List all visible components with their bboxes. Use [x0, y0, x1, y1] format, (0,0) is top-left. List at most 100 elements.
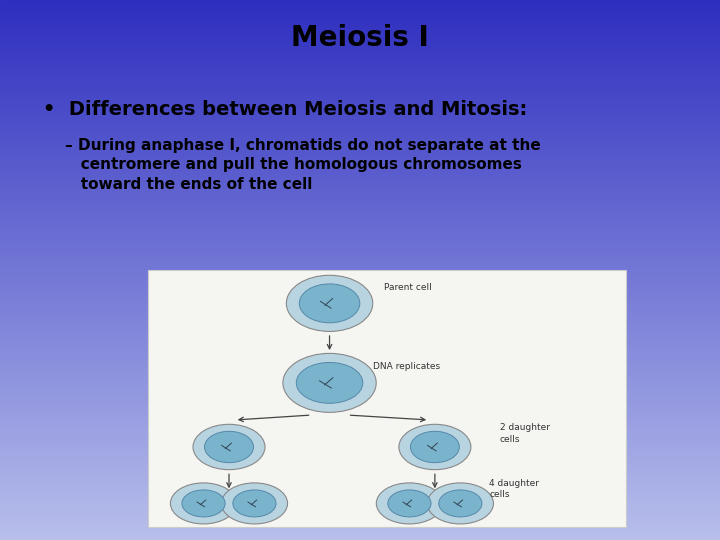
Bar [0, 281, 720, 282]
Bar [0, 444, 720, 447]
Bar [0, 308, 720, 309]
Bar [0, 239, 720, 241]
Bar [0, 351, 720, 353]
Bar [0, 390, 720, 393]
Bar [0, 441, 720, 443]
Bar [0, 513, 720, 515]
Bar [0, 123, 720, 124]
Bar [0, 389, 720, 390]
Bar [0, 481, 720, 482]
Bar [0, 412, 720, 414]
Bar [0, 529, 720, 531]
Ellipse shape [410, 431, 459, 463]
Bar [0, 211, 720, 212]
Bar [0, 326, 720, 328]
Bar [0, 380, 720, 382]
Bar [0, 70, 720, 72]
Text: 4 daughter
cells: 4 daughter cells [489, 479, 539, 499]
Bar [0, 66, 720, 69]
Bar [0, 180, 720, 182]
Bar [0, 221, 720, 223]
Bar [0, 234, 720, 236]
Bar [0, 86, 720, 88]
Bar [0, 486, 720, 488]
Bar [0, 400, 720, 401]
Ellipse shape [438, 490, 482, 517]
Bar [0, 340, 720, 342]
Bar [0, 366, 720, 367]
Bar [0, 177, 720, 178]
Bar [0, 335, 720, 336]
Bar [0, 16, 720, 18]
Bar [0, 282, 720, 285]
Bar [0, 130, 720, 131]
Bar [0, 292, 720, 293]
Bar [0, 157, 720, 158]
Bar [0, 275, 720, 277]
Bar [0, 508, 720, 509]
Bar [0, 369, 720, 371]
Ellipse shape [182, 490, 225, 517]
Bar [0, 263, 720, 265]
Ellipse shape [399, 424, 471, 470]
Ellipse shape [427, 483, 493, 524]
Bar [0, 423, 720, 425]
Bar [0, 42, 720, 43]
Bar [0, 243, 720, 245]
Bar [0, 385, 720, 387]
Bar [0, 200, 720, 201]
Bar [0, 274, 720, 275]
Bar [0, 77, 720, 79]
Bar [0, 331, 720, 333]
Bar [0, 184, 720, 185]
Ellipse shape [171, 483, 237, 524]
Bar [0, 410, 720, 412]
Bar [0, 65, 720, 66]
Bar [0, 414, 720, 416]
Bar [0, 139, 720, 140]
Bar [0, 336, 720, 339]
Bar [0, 146, 720, 147]
Bar [0, 268, 720, 270]
Bar [0, 38, 720, 39]
Ellipse shape [221, 483, 287, 524]
Bar [0, 498, 720, 501]
Bar [0, 205, 720, 207]
Bar [0, 169, 720, 171]
Bar [0, 119, 720, 120]
Bar [0, 108, 720, 110]
Bar [0, 22, 720, 23]
Ellipse shape [300, 284, 360, 323]
Bar [0, 383, 720, 385]
Bar [0, 58, 720, 59]
Bar [0, 484, 720, 486]
Bar [0, 393, 720, 394]
Bar [0, 403, 720, 405]
Bar [0, 166, 720, 167]
Bar [0, 333, 720, 335]
Bar [0, 344, 720, 346]
Bar [0, 164, 720, 166]
Bar [0, 74, 720, 76]
Text: – During anaphase I, chromatids do not separate at the
   centromere and pull th: – During anaphase I, chromatids do not s… [65, 138, 541, 192]
Bar [0, 160, 720, 162]
Bar [0, 536, 720, 538]
Bar [0, 49, 720, 50]
Bar [0, 191, 720, 193]
Bar [0, 493, 720, 495]
Bar [0, 47, 720, 49]
Bar [0, 83, 720, 85]
Bar [0, 72, 720, 74]
Bar [0, 88, 720, 90]
Bar [0, 189, 720, 191]
Bar [0, 79, 720, 81]
Bar [0, 373, 720, 374]
Ellipse shape [297, 362, 363, 403]
Bar [0, 279, 720, 281]
Bar [0, 124, 720, 126]
Bar [0, 36, 720, 38]
Bar [0, 290, 720, 292]
Bar [0, 421, 720, 423]
Text: DNA replicates: DNA replicates [373, 362, 440, 372]
Bar [0, 126, 720, 128]
